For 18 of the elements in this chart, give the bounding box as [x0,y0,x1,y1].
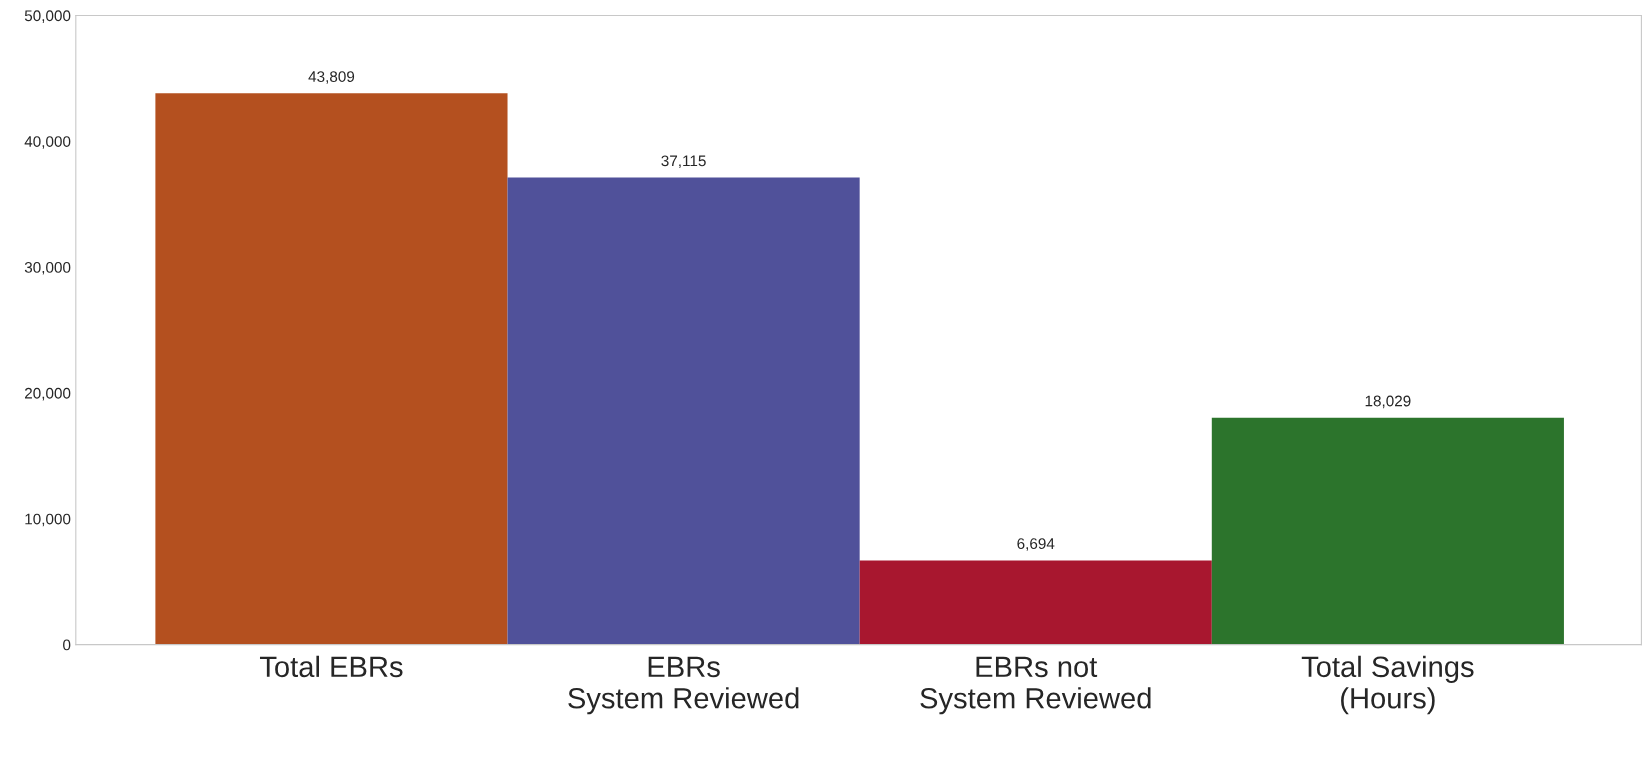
bar [507,177,860,645]
y-tick-label: 50,000 [24,10,71,23]
data-label: 18,029 [1365,395,1411,409]
x-tick-label: EBRs System Reviewed [568,656,799,715]
y-tick-label: 0 [63,639,71,651]
y-tick-label: 20,000 [24,387,71,401]
bar [859,560,1212,645]
y-tick-label: 10,000 [25,513,71,527]
y-tick-label: 40,000 [24,136,71,149]
bar [155,93,508,645]
data-label: 37,115 [661,155,706,169]
x-tick-label: Total EBRs [259,655,403,678]
data-label: 43,809 [308,71,355,84]
bar [1211,417,1564,645]
data-label: 6,694 [1017,538,1055,551]
x-tick-label: Total Savings (Hours) [1301,655,1474,715]
y-tick-label: 30,000 [24,261,71,275]
x-tick-label: EBRs not System Reviewed [920,656,1151,715]
